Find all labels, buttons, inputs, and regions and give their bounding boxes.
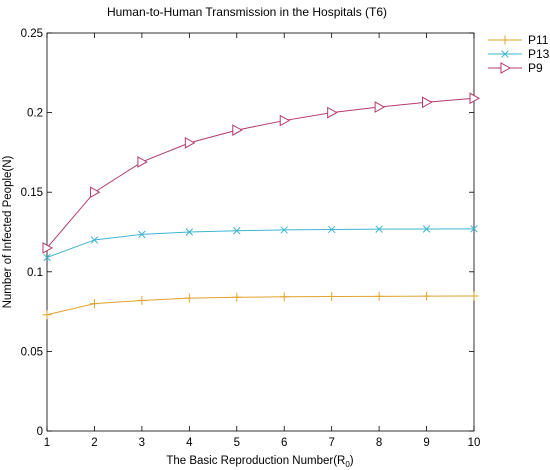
x-axis-label-subscript: 0 — [345, 460, 350, 469]
marker-shape — [42, 242, 54, 254]
legend-label: P11 — [528, 33, 549, 47]
data-point-p13 — [185, 228, 194, 236]
marker-stroke — [138, 230, 146, 239]
x-tick-label: 1 — [44, 437, 50, 449]
data-point-p9 — [184, 136, 196, 149]
legend-label: P13 — [528, 47, 550, 61]
legend-marker-p9 — [500, 62, 512, 74]
data-point-p13 — [470, 225, 478, 233]
data-point-p9 — [42, 242, 54, 254]
legend-label: P9 — [528, 61, 543, 75]
x-tick-label: 5 — [234, 437, 240, 449]
data-point-p13 — [280, 226, 288, 234]
marker-shape — [469, 92, 481, 105]
x-tick-label: 7 — [328, 437, 334, 449]
x-tick-label: 8 — [376, 437, 382, 449]
marker-stroke — [43, 253, 51, 262]
data-point-p11 — [89, 299, 99, 309]
y-axis-label: Number of Infected People(N) — [2, 155, 14, 308]
data-point-p13 — [43, 253, 51, 262]
data-point-p9 — [89, 186, 101, 199]
marker-stroke — [185, 228, 194, 236]
y-tick-label: 0.25 — [21, 28, 43, 40]
data-point-p11 — [184, 293, 194, 303]
data-point-p11 — [374, 291, 384, 301]
marker-shape — [137, 156, 148, 168]
marker-stroke — [90, 236, 99, 244]
y-tick-label: 0.1 — [27, 267, 43, 279]
data-point-p13 — [90, 236, 99, 244]
marker-shape — [184, 136, 196, 149]
marker-shape — [232, 124, 243, 136]
data-point-p9 — [374, 101, 386, 113]
chart-title: Human-to-Human Transmission in the Hospi… — [107, 5, 387, 19]
x-tick-label: 4 — [186, 437, 193, 449]
marker-stroke — [327, 225, 336, 234]
y-tick-label: 0.2 — [27, 108, 43, 120]
marker-stroke — [375, 225, 383, 233]
data-point-p9 — [469, 92, 481, 105]
marker-shape — [89, 186, 101, 199]
data-point-p11 — [327, 291, 337, 301]
plot-frame — [46, 32, 475, 432]
data-point-p13 — [233, 226, 241, 235]
plot-area: 0 0.05 0.1 0.15 0.2 0.25 1 2 3 4 5 6 7 8 9 10 — [21, 28, 481, 449]
data-point-p11 — [279, 292, 289, 302]
x-axis-label: The Basic Reproduction Number(R0) — [166, 455, 353, 469]
data-point-p11 — [422, 291, 432, 301]
marker-shape — [500, 62, 512, 74]
marker-shape — [374, 101, 386, 113]
marker-stroke — [422, 225, 431, 233]
x-tick-label: 9 — [423, 437, 429, 449]
series-line-p9 — [46, 97, 475, 249]
marker-stroke — [280, 226, 288, 234]
marker-shape — [327, 106, 338, 119]
legend-marker-p13 — [501, 50, 509, 58]
marker-stroke — [233, 226, 241, 235]
data-point-p9 — [137, 156, 148, 168]
series-line-p11 — [46, 295, 475, 316]
marker-shape — [279, 114, 291, 127]
marker-stroke — [501, 50, 509, 58]
data-point-p11 — [137, 295, 147, 305]
data-point-p11 — [469, 291, 479, 301]
x-axis-label-main: The Basic Reproduction Number(R — [166, 455, 345, 467]
marker-shape — [422, 96, 433, 109]
x-tick-label: 2 — [91, 437, 97, 449]
data-point-p9 — [327, 106, 338, 119]
x-axis-label-suffix: ) — [350, 455, 354, 467]
data-point-p11 — [232, 292, 242, 302]
legend-marker-p11 — [500, 35, 510, 45]
data-point-p13 — [422, 225, 431, 233]
data-point-p9 — [279, 114, 291, 127]
y-tick-label: 0 — [37, 426, 43, 438]
y-tick-label: 0.15 — [21, 187, 43, 199]
data-point-p9 — [422, 96, 433, 109]
y-tick-label: 0.05 — [21, 346, 43, 358]
x-tick-label: 3 — [139, 437, 145, 449]
data-point-p11 — [42, 310, 52, 320]
series-line-p13 — [46, 228, 475, 258]
marker-stroke — [470, 225, 478, 233]
data-point-p13 — [375, 225, 383, 233]
x-tick-label: 10 — [468, 437, 481, 449]
x-tick-label: 6 — [281, 437, 287, 449]
data-point-p13 — [327, 225, 336, 234]
data-point-p9 — [232, 124, 243, 136]
data-point-p13 — [138, 230, 146, 239]
